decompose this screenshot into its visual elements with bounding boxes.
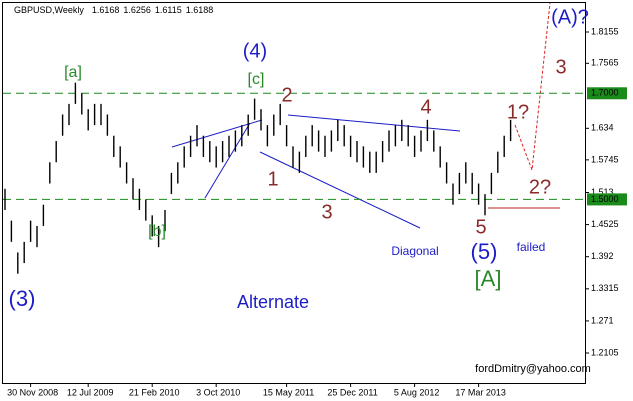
annotation: [b]	[148, 223, 166, 240]
annotation: [A]	[475, 266, 502, 291]
level-label: 1.7000	[591, 88, 619, 98]
y-tick-label: 1.8155	[591, 26, 619, 36]
annotation: 3	[321, 201, 332, 223]
annotation: (4)	[243, 40, 267, 62]
annotation: [a]	[64, 64, 82, 81]
annotation: 3	[555, 56, 566, 78]
annotation: 5	[475, 216, 486, 238]
y-tick-label: 1.2105	[591, 347, 619, 357]
annotation: (5)	[471, 239, 498, 264]
x-tick-label: 25 Dec 2011	[327, 387, 377, 397]
y-tick-label: 1.634	[591, 123, 614, 133]
symbol: GBPUSD,Weekly	[14, 5, 84, 15]
annotation: 1	[267, 168, 278, 190]
annotation: 4	[420, 96, 431, 118]
level-box	[587, 193, 627, 206]
annotation: Diagonal	[391, 244, 438, 258]
trend-line	[287, 114, 461, 132]
annotation: failed	[517, 240, 546, 254]
x-tick-label: 30 Nov 2008	[7, 387, 58, 397]
x-tick-label: 3 Oct 2010	[196, 387, 240, 397]
annotation: 1?	[507, 101, 529, 123]
annotation: (3)	[9, 286, 36, 311]
overlay-lines	[171, 2, 560, 229]
trend-line	[171, 119, 263, 148]
y-tick-label: 1.513	[591, 187, 614, 197]
x-tick-label: 15 May 2011	[263, 387, 314, 397]
y-tick-label: 1.4525	[591, 219, 619, 229]
y-tick-label: 1.3315	[591, 283, 619, 293]
level-box	[587, 87, 627, 100]
y-tick-label: 1.5745	[591, 154, 619, 164]
trend-line	[259, 151, 421, 229]
x-tick-label: 5 Aug 2012	[394, 387, 440, 397]
projection-line	[514, 2, 551, 171]
annotation: (A)?	[551, 6, 589, 28]
close: 1.6188	[186, 5, 214, 15]
annotation: Alternate	[237, 292, 309, 312]
y-tick-label: 1.392	[591, 251, 614, 261]
annotation: [c]	[248, 71, 265, 88]
y-tick-label: 1.7565	[591, 58, 619, 68]
open: 1.6168	[92, 5, 120, 15]
annotation: fordDmitry@yahoo.com	[475, 363, 591, 375]
annotation: 2	[281, 84, 292, 106]
header: GBPUSD,Weekly 1.6168 1.6256 1.6115 1.6188	[14, 5, 213, 15]
x-tick-label: 12 Jul 2009	[67, 387, 114, 397]
trend-line	[204, 122, 251, 199]
y-tick-label: 1.271	[591, 315, 614, 325]
x-tick-label: 17 Mar 2013	[455, 387, 506, 397]
plot-frame	[2, 2, 586, 384]
low: 1.6115	[155, 5, 182, 15]
high: 1.6256	[123, 5, 151, 15]
level-label: 1.5000	[591, 194, 619, 204]
annotation: 2?	[529, 176, 551, 198]
x-tick-label: 21 Feb 2010	[129, 387, 180, 397]
